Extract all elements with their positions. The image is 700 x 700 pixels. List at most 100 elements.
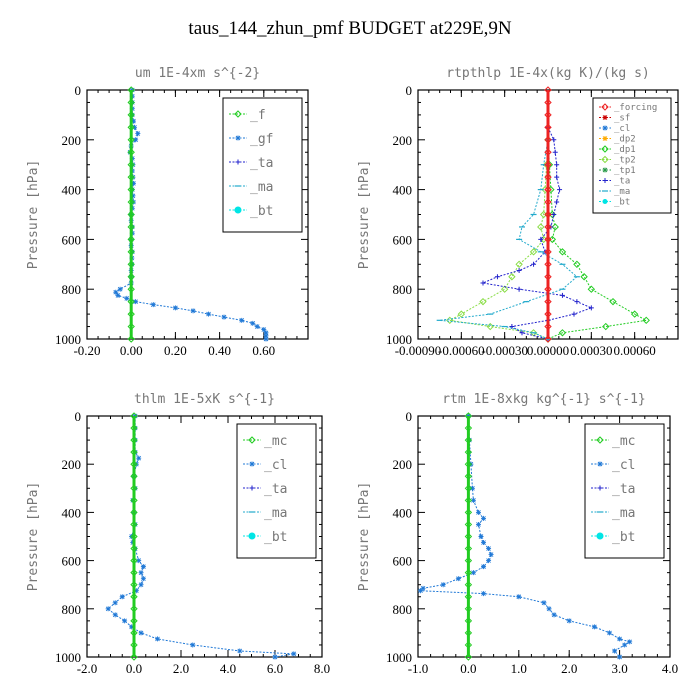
data-point [464, 412, 473, 420]
data-point [544, 248, 552, 256]
data-point [127, 260, 135, 269]
data-point [544, 285, 552, 293]
y-tick-label: 400 [393, 183, 413, 198]
series-dp1 [544, 136, 650, 343]
data-point [544, 86, 552, 94]
data-point [127, 285, 135, 293]
data-point [127, 310, 135, 318]
data-point [263, 336, 269, 342]
legend-label: _gf [250, 132, 273, 147]
y-tick-label: 200 [393, 457, 413, 472]
data-point [237, 648, 243, 654]
data-point [551, 223, 559, 231]
y-tick-label: 1000 [55, 332, 81, 347]
data-point [112, 600, 118, 606]
y-tick-label: 800 [393, 282, 413, 297]
y-tick-label: 800 [62, 282, 82, 297]
panel-title: rtpthlp 1E-4x(kg K)/(kg s) [446, 66, 650, 81]
data-point [464, 448, 473, 456]
data-point [127, 148, 135, 156]
data-point [130, 641, 138, 649]
data-point [481, 564, 487, 570]
y-tick-label: 0 [406, 83, 413, 98]
legend-label: _forcing [614, 103, 657, 113]
data-point [486, 546, 492, 552]
legend-marker [235, 135, 241, 141]
data-point [464, 460, 473, 468]
data-point [544, 273, 552, 281]
legend-label: _tp1 [614, 166, 636, 176]
data-point [464, 580, 473, 589]
data-point [537, 223, 545, 231]
data-point [130, 544, 138, 553]
legend-label: _bt [612, 530, 635, 545]
data-point [464, 605, 473, 613]
data-point [239, 317, 245, 323]
legend-label: _tp2 [614, 156, 636, 166]
data-point [470, 497, 476, 503]
data-point [130, 532, 138, 541]
data-point [486, 322, 494, 331]
x-tick-label: 0.0 [460, 661, 476, 676]
data-point [130, 653, 138, 661]
data-point [130, 508, 138, 517]
y-tick-label: 1000 [386, 650, 412, 665]
data-point [130, 593, 138, 601]
panel-title: um 1E-4xm s^{-2} [135, 66, 260, 81]
data-point [263, 333, 269, 339]
data-point [630, 310, 639, 318]
data-point [588, 305, 594, 311]
legend-label: _cl [264, 458, 287, 473]
legend: _forcing_sf_cl_dp2_dp1_tp2_tp1_ta_ma_bt [592, 97, 672, 214]
data-point [113, 289, 119, 295]
legend-marker [249, 485, 255, 491]
data-point [509, 324, 515, 330]
panel-title: rtm 1E-8xkg kg^{-1} s^{-1} [442, 392, 646, 407]
data-point [544, 160, 552, 169]
series-ma [436, 139, 580, 340]
data-point [544, 210, 552, 219]
data-point [127, 210, 135, 219]
data-point [558, 248, 567, 256]
data-point [580, 273, 588, 281]
data-point [554, 162, 560, 168]
series-mc [130, 412, 138, 661]
legend-marker [602, 115, 608, 120]
data-point [479, 297, 487, 306]
x-tick-label: 0.40 [208, 343, 231, 358]
data-point [190, 642, 196, 648]
legend-label: _dp2 [614, 135, 636, 145]
series-mc [464, 412, 473, 661]
legend-label: _cl [612, 458, 635, 473]
data-point [573, 260, 581, 269]
data-point [541, 600, 547, 606]
legend-marker [601, 145, 609, 153]
data-point [130, 460, 138, 468]
data-point [481, 591, 487, 597]
data-point [544, 260, 552, 269]
legend-marker [248, 532, 256, 540]
x-tick-label: 0.60 [252, 343, 275, 358]
data-point [554, 174, 560, 180]
legend-marker [234, 206, 242, 214]
legend-marker [601, 155, 609, 164]
x-tick-label: -0.00060 [438, 343, 485, 358]
data-point [464, 532, 473, 541]
data-point [558, 329, 567, 337]
data-point [544, 310, 552, 318]
data-point [127, 223, 135, 231]
y-tick-label: 800 [393, 602, 413, 617]
data-point [587, 285, 596, 293]
data-point [480, 280, 486, 286]
data-point [464, 508, 473, 517]
y-axis-label: Pressure [hPa] [26, 482, 41, 592]
series-line [481, 127, 593, 340]
legend: _mc _cl _ta _ma _bt [584, 423, 665, 559]
x-tick-label: 2.0 [561, 661, 577, 676]
data-point [105, 606, 111, 612]
data-point [140, 564, 146, 570]
data-point [481, 515, 487, 521]
series-tp2 [446, 136, 552, 343]
legend-label: _bt [264, 530, 287, 545]
data-point [486, 558, 492, 564]
